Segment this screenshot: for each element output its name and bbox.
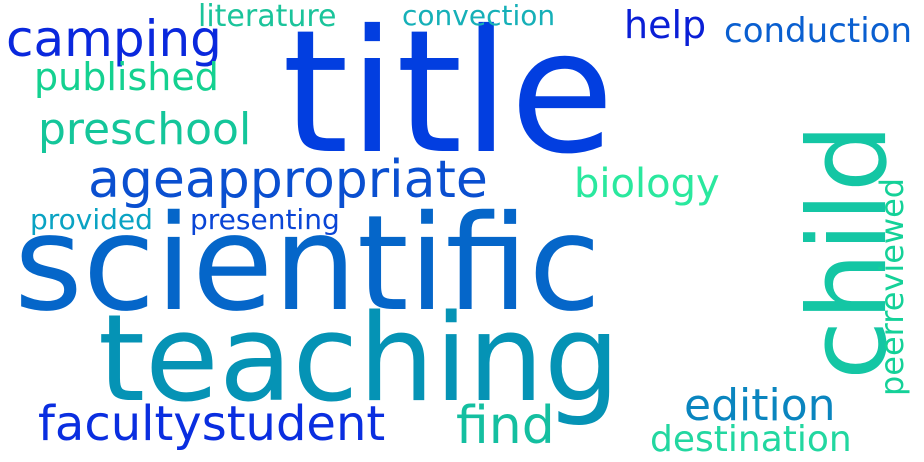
word-provided: provided <box>30 203 153 236</box>
word-camping: camping <box>6 10 222 68</box>
word-edition: edition <box>684 380 836 431</box>
word-preschool: preschool <box>38 104 252 155</box>
word-ageappropriate: ageappropriate <box>88 150 488 210</box>
word-scientific: scientific <box>14 187 602 341</box>
word-published: published <box>34 55 219 99</box>
word-help: help <box>624 3 707 47</box>
word-presenting: presenting <box>190 203 340 236</box>
word-teaching: teaching <box>98 290 621 429</box>
word-convection: convection <box>402 0 556 32</box>
word-title: title <box>282 0 615 192</box>
word-peerreviewed: peerreviewed <box>873 177 911 396</box>
word-destination: destination <box>650 419 852 460</box>
word-literature: literature <box>198 0 337 34</box>
word-facultystudent: facultystudent <box>38 396 386 452</box>
word-find: find <box>456 396 555 456</box>
word-biology: biology <box>574 161 720 207</box>
word-conduction: conduction <box>724 11 912 51</box>
